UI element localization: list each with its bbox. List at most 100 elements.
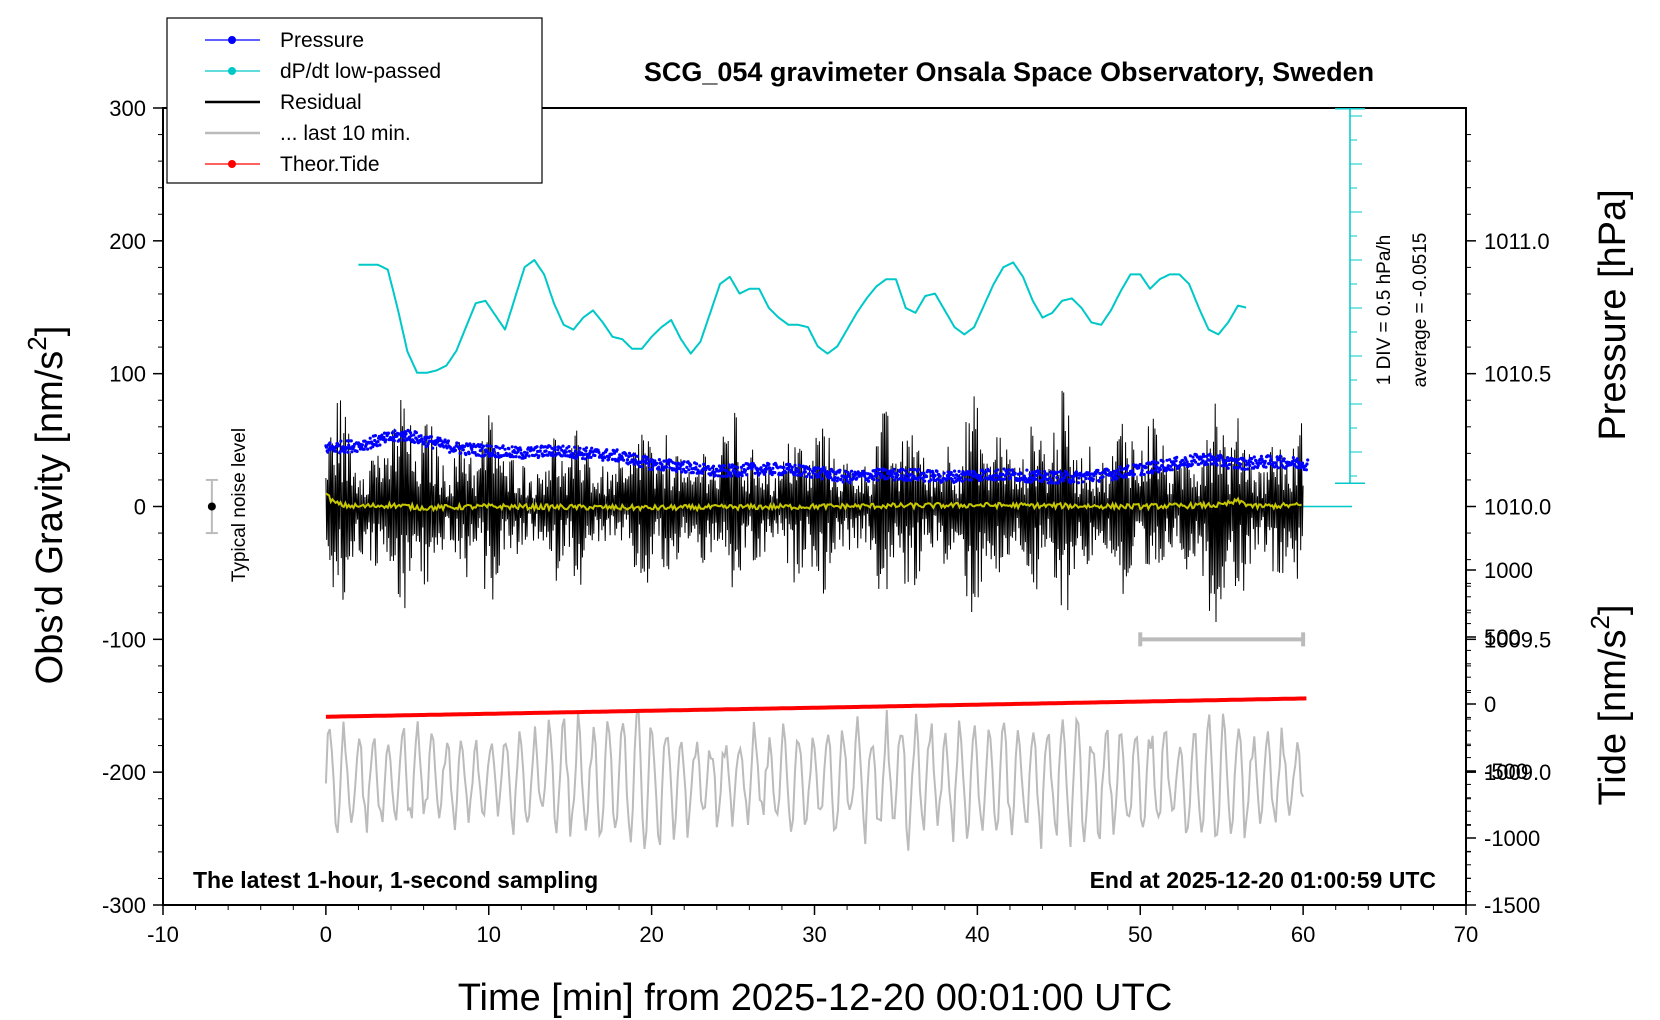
pressure-point — [401, 432, 405, 436]
pressure-point — [573, 449, 578, 453]
pressure-point — [590, 446, 594, 450]
pressure-point — [753, 464, 757, 468]
pressure-point — [392, 439, 396, 443]
pressure-point — [453, 448, 458, 452]
pressure-point — [1197, 462, 1201, 466]
pressure-point — [420, 437, 424, 441]
pressure-point — [646, 457, 650, 461]
pressure-point — [1142, 472, 1146, 477]
noise-center-dot — [207, 502, 216, 511]
pressure-point — [548, 444, 552, 448]
legend-label: ... last 10 min. — [280, 122, 411, 145]
pressure-point — [345, 446, 349, 450]
pressure-point — [597, 450, 601, 455]
pressure-point — [765, 467, 769, 471]
legend-label: Pressure — [280, 29, 364, 52]
pressure-point — [1034, 477, 1038, 481]
pressure-point — [951, 473, 955, 477]
pressure-point — [1264, 465, 1268, 469]
pressure-point — [1250, 457, 1254, 461]
pressure-point — [564, 450, 568, 454]
pressure-point — [839, 477, 843, 481]
dpdt-average-label: average = -0.0515 — [1410, 233, 1431, 388]
pressure-point — [527, 454, 531, 458]
pressure-point — [328, 448, 332, 452]
pressure-point — [1304, 468, 1308, 472]
pressure-point — [483, 453, 487, 457]
pressure-point — [1215, 463, 1219, 467]
x-tick-label: 70 — [1454, 922, 1478, 947]
x-tick-label: 40 — [965, 922, 989, 947]
pressure-point — [378, 443, 382, 447]
pressure-point — [945, 477, 949, 481]
pressure-point — [829, 476, 833, 480]
pressure-point — [479, 443, 483, 447]
pressure-point — [648, 467, 652, 472]
pressure-point — [987, 469, 991, 473]
legend-label: Residual — [280, 91, 362, 114]
pressure-point — [730, 463, 735, 467]
pressure-point — [519, 448, 523, 452]
pressure-point — [891, 470, 895, 474]
tide-tick-label: -1000 — [1484, 826, 1540, 851]
legend: Pressure dP/dt low-passed Residual ... last… — [166, 17, 543, 184]
pressure-point — [632, 462, 636, 466]
pressure-tick-label: 1011.0 — [1484, 229, 1550, 254]
pressure-point — [667, 462, 671, 466]
pressure-point — [680, 470, 684, 474]
pressure-point — [1161, 459, 1165, 464]
pressure-point — [762, 463, 766, 467]
pressure-point — [1042, 469, 1047, 474]
pressure-point — [1081, 480, 1085, 484]
pressure-point — [820, 477, 824, 481]
pressure-point — [1007, 468, 1011, 472]
pressure-point — [1295, 457, 1299, 461]
pressure-point — [1300, 461, 1305, 465]
pressure-point — [376, 440, 380, 444]
pressure-point — [1070, 474, 1074, 478]
pressure-point — [758, 471, 762, 475]
pressure-point — [726, 473, 730, 477]
pressure-point — [375, 444, 379, 448]
pressure-point — [843, 469, 847, 473]
left-axis-title-sup: 2 — [22, 336, 52, 350]
pressure-point — [901, 468, 905, 472]
pressure-point — [346, 450, 350, 454]
pressure-point — [546, 453, 550, 457]
pressure-point — [740, 474, 744, 478]
pressure-point — [728, 471, 733, 475]
pressure-point — [567, 449, 572, 453]
pressure-point — [1224, 459, 1228, 463]
pressure-point — [1293, 462, 1297, 466]
pressure-point — [853, 470, 857, 474]
pressure-point — [810, 475, 814, 479]
pressure-point — [980, 478, 984, 482]
pressure-point — [605, 448, 609, 452]
tide-axis-title-sup: 2 — [1585, 615, 1615, 629]
pressure-point — [390, 431, 394, 435]
pressure-point — [1116, 468, 1120, 472]
pressure-point — [933, 474, 937, 478]
pressure-point — [841, 480, 845, 484]
pressure-point — [1058, 470, 1062, 474]
pressure-point — [792, 473, 796, 477]
pressure-point — [805, 475, 809, 479]
pressure-point — [350, 450, 354, 454]
pressure-point — [746, 466, 750, 471]
pressure-point — [1203, 463, 1207, 467]
pressure-point — [879, 475, 883, 480]
x-tick-label: 50 — [1128, 922, 1152, 947]
pressure-point — [816, 466, 821, 470]
pressure-point — [334, 449, 338, 453]
pressure-point — [960, 479, 965, 483]
x-tick-label: 0 — [320, 922, 332, 947]
pressure-point — [1291, 456, 1295, 460]
pressure-point — [996, 468, 1000, 472]
pressure-point — [560, 454, 565, 458]
pressure-point — [657, 465, 661, 469]
pressure-point — [767, 466, 772, 470]
left-tick-label: 300 — [109, 96, 146, 121]
pressure-point — [1194, 460, 1198, 464]
pressure-point — [906, 478, 910, 482]
pressure-point — [627, 455, 631, 459]
